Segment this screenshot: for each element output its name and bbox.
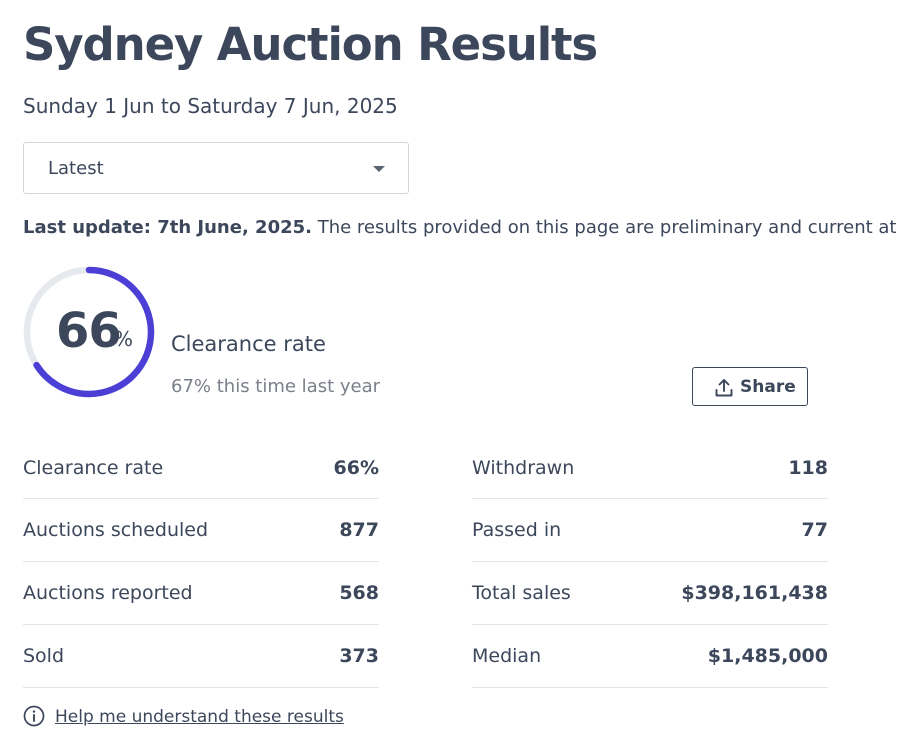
stat-value: $1,485,000 [707, 645, 828, 667]
stats-left-column: Clearance rate 66% Auctions scheduled 87… [23, 437, 379, 688]
period-select-value: Latest [48, 158, 104, 179]
clearance-ring-progress [23, 266, 155, 398]
stat-label: Auctions reported [23, 582, 193, 604]
last-update-notice: Last update: 7th June, 2025. The results… [23, 215, 899, 241]
stat-label: Median [472, 645, 542, 667]
stat-value: 877 [339, 519, 379, 541]
clearance-ring-chart [23, 266, 155, 398]
clearance-rate-unit: % [114, 327, 134, 351]
stats-right-column: Withdrawn 118 Passed in 77 Total sales $… [472, 437, 828, 688]
stat-value: 77 [801, 519, 828, 541]
stat-label: Clearance rate [23, 457, 164, 479]
period-select[interactable]: Latest [23, 142, 409, 194]
stat-value: 118 [788, 457, 828, 479]
stat-row: Sold 373 [23, 625, 379, 688]
stat-label: Auctions scheduled [23, 519, 209, 541]
stat-label: Passed in [472, 519, 562, 541]
info-icon [23, 705, 45, 727]
stat-label: Sold [23, 645, 65, 667]
share-upload-icon [715, 379, 733, 397]
chevron-down-icon [373, 166, 385, 172]
date-range: Sunday 1 Jun to Saturday 7 Jun, 2025 [23, 94, 398, 118]
stat-value: 66% [333, 457, 379, 479]
stat-row: Auctions scheduled 877 [23, 499, 379, 562]
stat-row: Auctions reported 568 [23, 562, 379, 625]
stat-row: Clearance rate 66% [23, 437, 379, 499]
share-label: Share [740, 377, 796, 397]
stat-row: Passed in 77 [472, 499, 828, 562]
clearance-rate-number: 66 [56, 303, 122, 359]
clearance-ring: 66 % [22, 265, 156, 399]
stat-row: Median $1,485,000 [472, 625, 828, 688]
last-update-text: The results provided on this page are pr… [312, 217, 899, 238]
page-title: Sydney Auction Results [23, 18, 598, 71]
stat-row: Withdrawn 118 [472, 437, 828, 499]
stat-row: Total sales $398,161,438 [472, 562, 828, 625]
stat-value: $398,161,438 [681, 582, 828, 604]
last-update-label: Last update: 7th June, 2025. [23, 217, 312, 238]
stat-value: 373 [339, 645, 379, 667]
clearance-rate-label: Clearance rate [171, 332, 326, 356]
share-button[interactable]: Share [692, 367, 808, 406]
stat-value: 568 [339, 582, 379, 604]
stat-label: Withdrawn [472, 457, 575, 479]
help-link-text: Help me understand these results [55, 707, 344, 727]
stat-label: Total sales [472, 582, 571, 604]
clearance-last-year: 67% this time last year [171, 376, 381, 397]
